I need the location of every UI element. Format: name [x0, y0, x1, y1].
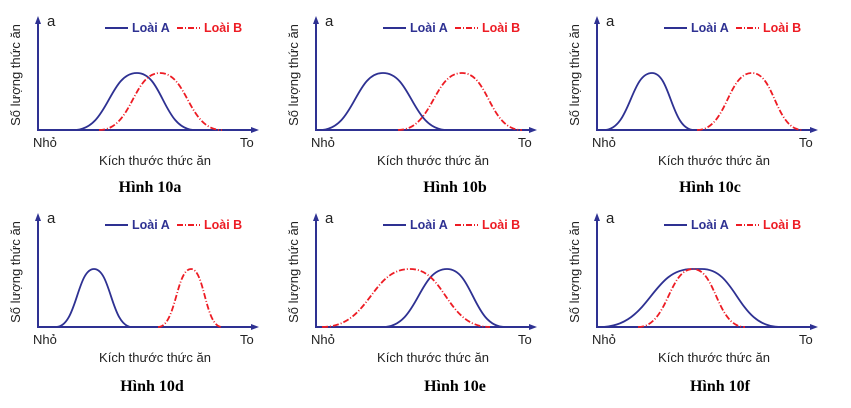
x-axis-arrow-icon	[810, 127, 818, 133]
legend-label-a: Loài A	[132, 21, 170, 35]
x-max-label: To	[240, 135, 254, 150]
curve-species-b	[321, 268, 491, 328]
legend-label-b: Loài B	[204, 21, 242, 35]
chart-panel: a Loài A Loài B Số lượng thức ăn Nhỏ To …	[0, 197, 280, 397]
y-axis-arrow-icon	[594, 213, 600, 221]
x-max-label: To	[518, 332, 532, 347]
figure-caption: Hình 10f	[690, 378, 751, 395]
x-max-label: To	[799, 332, 813, 347]
corner-label: a	[47, 13, 56, 30]
corner-label: a	[47, 210, 56, 227]
y-axis-label: Số lượng thức ăn	[567, 24, 582, 126]
panel-svg: a Loài A Loài B Số lượng thức ăn Nhỏ To …	[286, 210, 537, 395]
x-axis-label: Kích thước thức ăn	[99, 350, 211, 365]
figure-caption: Hình 10d	[120, 378, 184, 395]
legend-label-b: Loài B	[482, 218, 520, 232]
chart-panel: a Loài A Loài B Số lượng thức ăn Nhỏ To …	[278, 0, 558, 200]
y-axis-arrow-icon	[313, 16, 319, 24]
panel-svg: a Loài A Loài B Số lượng thức ăn Nhỏ To …	[286, 13, 537, 196]
x-max-label: To	[518, 135, 532, 150]
chart-panel: a Loài A Loài B Số lượng thức ăn Nhỏ To …	[559, 197, 839, 397]
curve-species-b	[696, 72, 804, 131]
x-max-label: To	[240, 332, 254, 347]
panel-svg: a Loài A Loài B Số lượng thức ăn Nhỏ To …	[8, 13, 259, 196]
corner-label: a	[325, 13, 334, 30]
chart-panel: a Loài A Loài B Số lượng thức ăn Nhỏ To …	[559, 0, 839, 200]
curve-species-a	[319, 72, 448, 131]
x-axis-label: Kích thước thức ăn	[377, 350, 489, 365]
panel-svg: a Loài A Loài B Số lượng thức ăn Nhỏ To …	[8, 210, 259, 395]
y-axis-arrow-icon	[35, 16, 41, 24]
legend-label-b: Loài B	[482, 21, 520, 35]
x-min-label: Nhỏ	[311, 135, 335, 150]
curve-species-a	[73, 72, 196, 131]
legend-label-b: Loài B	[763, 218, 801, 232]
curve-species-a	[599, 268, 781, 328]
curve-species-b	[397, 72, 523, 131]
y-axis-label: Số lượng thức ăn	[8, 24, 23, 126]
figure-caption: Hình 10b	[423, 179, 487, 196]
legend-label-a: Loài A	[691, 218, 729, 232]
y-axis-arrow-icon	[313, 213, 319, 221]
x-min-label: Nhỏ	[592, 332, 616, 347]
x-axis-arrow-icon	[529, 127, 537, 133]
x-min-label: Nhỏ	[33, 135, 57, 150]
x-axis-arrow-icon	[251, 324, 259, 330]
y-axis-arrow-icon	[35, 213, 41, 221]
legend-label-a: Loài A	[691, 21, 729, 35]
curve-species-b	[98, 72, 223, 131]
y-axis-label: Số lượng thức ăn	[8, 221, 23, 323]
curve-species-a	[382, 268, 506, 328]
x-min-label: Nhỏ	[592, 135, 616, 150]
y-axis-label: Số lượng thức ăn	[286, 221, 301, 323]
legend-label-a: Loài A	[410, 21, 448, 35]
x-max-label: To	[799, 135, 813, 150]
y-axis-label: Số lượng thức ăn	[286, 24, 301, 126]
panel-svg: a Loài A Loài B Số lượng thức ăn Nhỏ To …	[567, 13, 818, 196]
corner-label: a	[606, 13, 615, 30]
curve-species-a	[603, 72, 695, 131]
x-axis-label: Kích thước thức ăn	[658, 153, 770, 168]
panel-svg: a Loài A Loài B Số lượng thức ăn Nhỏ To …	[567, 210, 818, 395]
legend-label-b: Loài B	[763, 21, 801, 35]
chart-panel: a Loài A Loài B Số lượng thức ăn Nhỏ To …	[278, 197, 558, 397]
curve-species-a	[55, 268, 133, 328]
curve-species-b	[157, 268, 223, 328]
x-axis-label: Kích thước thức ăn	[99, 153, 211, 168]
corner-label: a	[325, 210, 334, 227]
x-axis-arrow-icon	[529, 324, 537, 330]
curve-species-b	[637, 268, 746, 328]
legend-label-a: Loài A	[132, 218, 170, 232]
figure-caption: Hình 10e	[424, 378, 486, 395]
legend-label-a: Loài A	[410, 218, 448, 232]
figure-caption: Hình 10a	[119, 179, 182, 196]
figure-caption: Hình 10c	[679, 179, 741, 196]
chart-panel: a Loài A Loài B Số lượng thức ăn Nhỏ To …	[0, 0, 280, 200]
x-axis-arrow-icon	[810, 324, 818, 330]
y-axis-arrow-icon	[594, 16, 600, 24]
x-axis-label: Kích thước thức ăn	[377, 153, 489, 168]
corner-label: a	[606, 210, 615, 227]
x-min-label: Nhỏ	[33, 332, 57, 347]
x-min-label: Nhỏ	[311, 332, 335, 347]
x-axis-label: Kích thước thức ăn	[658, 350, 770, 365]
y-axis-label: Số lượng thức ăn	[567, 221, 582, 323]
legend-label-b: Loài B	[204, 218, 242, 232]
x-axis-arrow-icon	[251, 127, 259, 133]
